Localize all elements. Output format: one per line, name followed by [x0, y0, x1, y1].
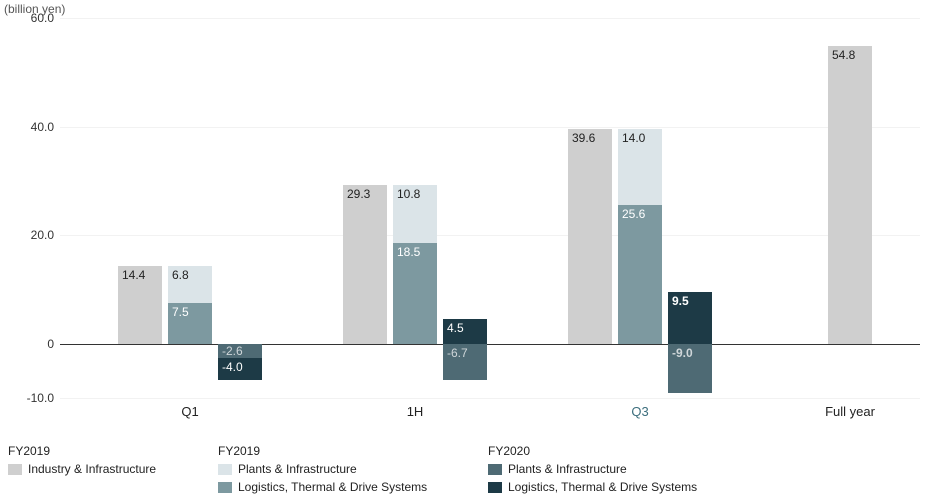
legend-swatch	[488, 482, 502, 493]
value-label: 18.5	[397, 245, 420, 259]
legend-heading: FY2019	[218, 444, 488, 458]
plot-area: -10.0020.040.060.014.47.56.8-2.6-4.0Q129…	[60, 18, 920, 398]
value-label: 54.8	[832, 48, 855, 62]
legend-item: Plants & Infrastructure	[218, 462, 488, 476]
legend-swatch	[8, 464, 22, 475]
legend-column: FY2020 Plants & Infrastructure Logistics, …	[488, 444, 758, 494]
x-axis-label: Q3	[631, 404, 648, 419]
ytick-label: -10.0	[8, 391, 54, 405]
legend-item: Plants & Infrastructure	[488, 462, 758, 476]
legend-heading: FY2020	[488, 444, 758, 458]
legend-label: Plants & Infrastructure	[238, 462, 357, 476]
value-label: -6.7	[447, 346, 468, 360]
bar-segment	[828, 46, 872, 343]
legend-label: Plants & Infrastructure	[508, 462, 627, 476]
x-axis-label: Q1	[181, 404, 198, 419]
x-axis-label: 1H	[407, 404, 424, 419]
ytick-label: 60.0	[8, 11, 54, 25]
bar-segment	[343, 185, 387, 344]
legend-label: Industry & Infrastructure	[28, 462, 156, 476]
bar-segment	[568, 129, 612, 344]
legend: FY2019 Industry & Infrastructure FY2019 Pla…	[0, 440, 936, 500]
zero-line	[60, 344, 920, 345]
value-label: -2.6	[222, 344, 243, 358]
value-label: 39.6	[572, 131, 595, 145]
value-label: -9.0	[672, 346, 693, 360]
value-label: 14.0	[622, 131, 645, 145]
legend-item: Logistics, Thermal & Drive Systems	[218, 480, 488, 494]
gridline	[60, 127, 920, 128]
legend-swatch	[218, 464, 232, 475]
legend-label: Logistics, Thermal & Drive Systems	[238, 480, 427, 494]
legend-column: FY2019 Industry & Infrastructure	[8, 444, 218, 494]
value-label: 9.5	[672, 294, 689, 308]
value-label: 25.6	[622, 207, 645, 221]
legend-swatch	[218, 482, 232, 493]
ytick-label: 0	[8, 337, 54, 351]
legend-heading: FY2019	[8, 444, 218, 458]
value-label: 14.4	[122, 268, 145, 282]
chart: (billion yen) -10.0020.040.060.014.47.56…	[0, 0, 936, 500]
value-label: 7.5	[172, 305, 189, 319]
legend-label: Logistics, Thermal & Drive Systems	[508, 480, 697, 494]
gridline	[60, 235, 920, 236]
legend-item: Logistics, Thermal & Drive Systems	[488, 480, 758, 494]
value-label: 4.5	[447, 321, 464, 335]
gridline	[60, 398, 920, 399]
legend-item: Industry & Infrastructure	[8, 462, 218, 476]
ytick-label: 20.0	[8, 228, 54, 242]
x-axis-label: Full year	[825, 404, 875, 419]
value-label: -4.0	[222, 360, 243, 374]
gridline	[60, 18, 920, 19]
value-label: 10.8	[397, 187, 420, 201]
legend-column: FY2019 Plants & Infrastructure Logistics, …	[218, 444, 488, 494]
legend-swatch	[488, 464, 502, 475]
value-label: 29.3	[347, 187, 370, 201]
ytick-label: 40.0	[8, 120, 54, 134]
value-label: 6.8	[172, 268, 189, 282]
bar-segment	[618, 205, 662, 344]
